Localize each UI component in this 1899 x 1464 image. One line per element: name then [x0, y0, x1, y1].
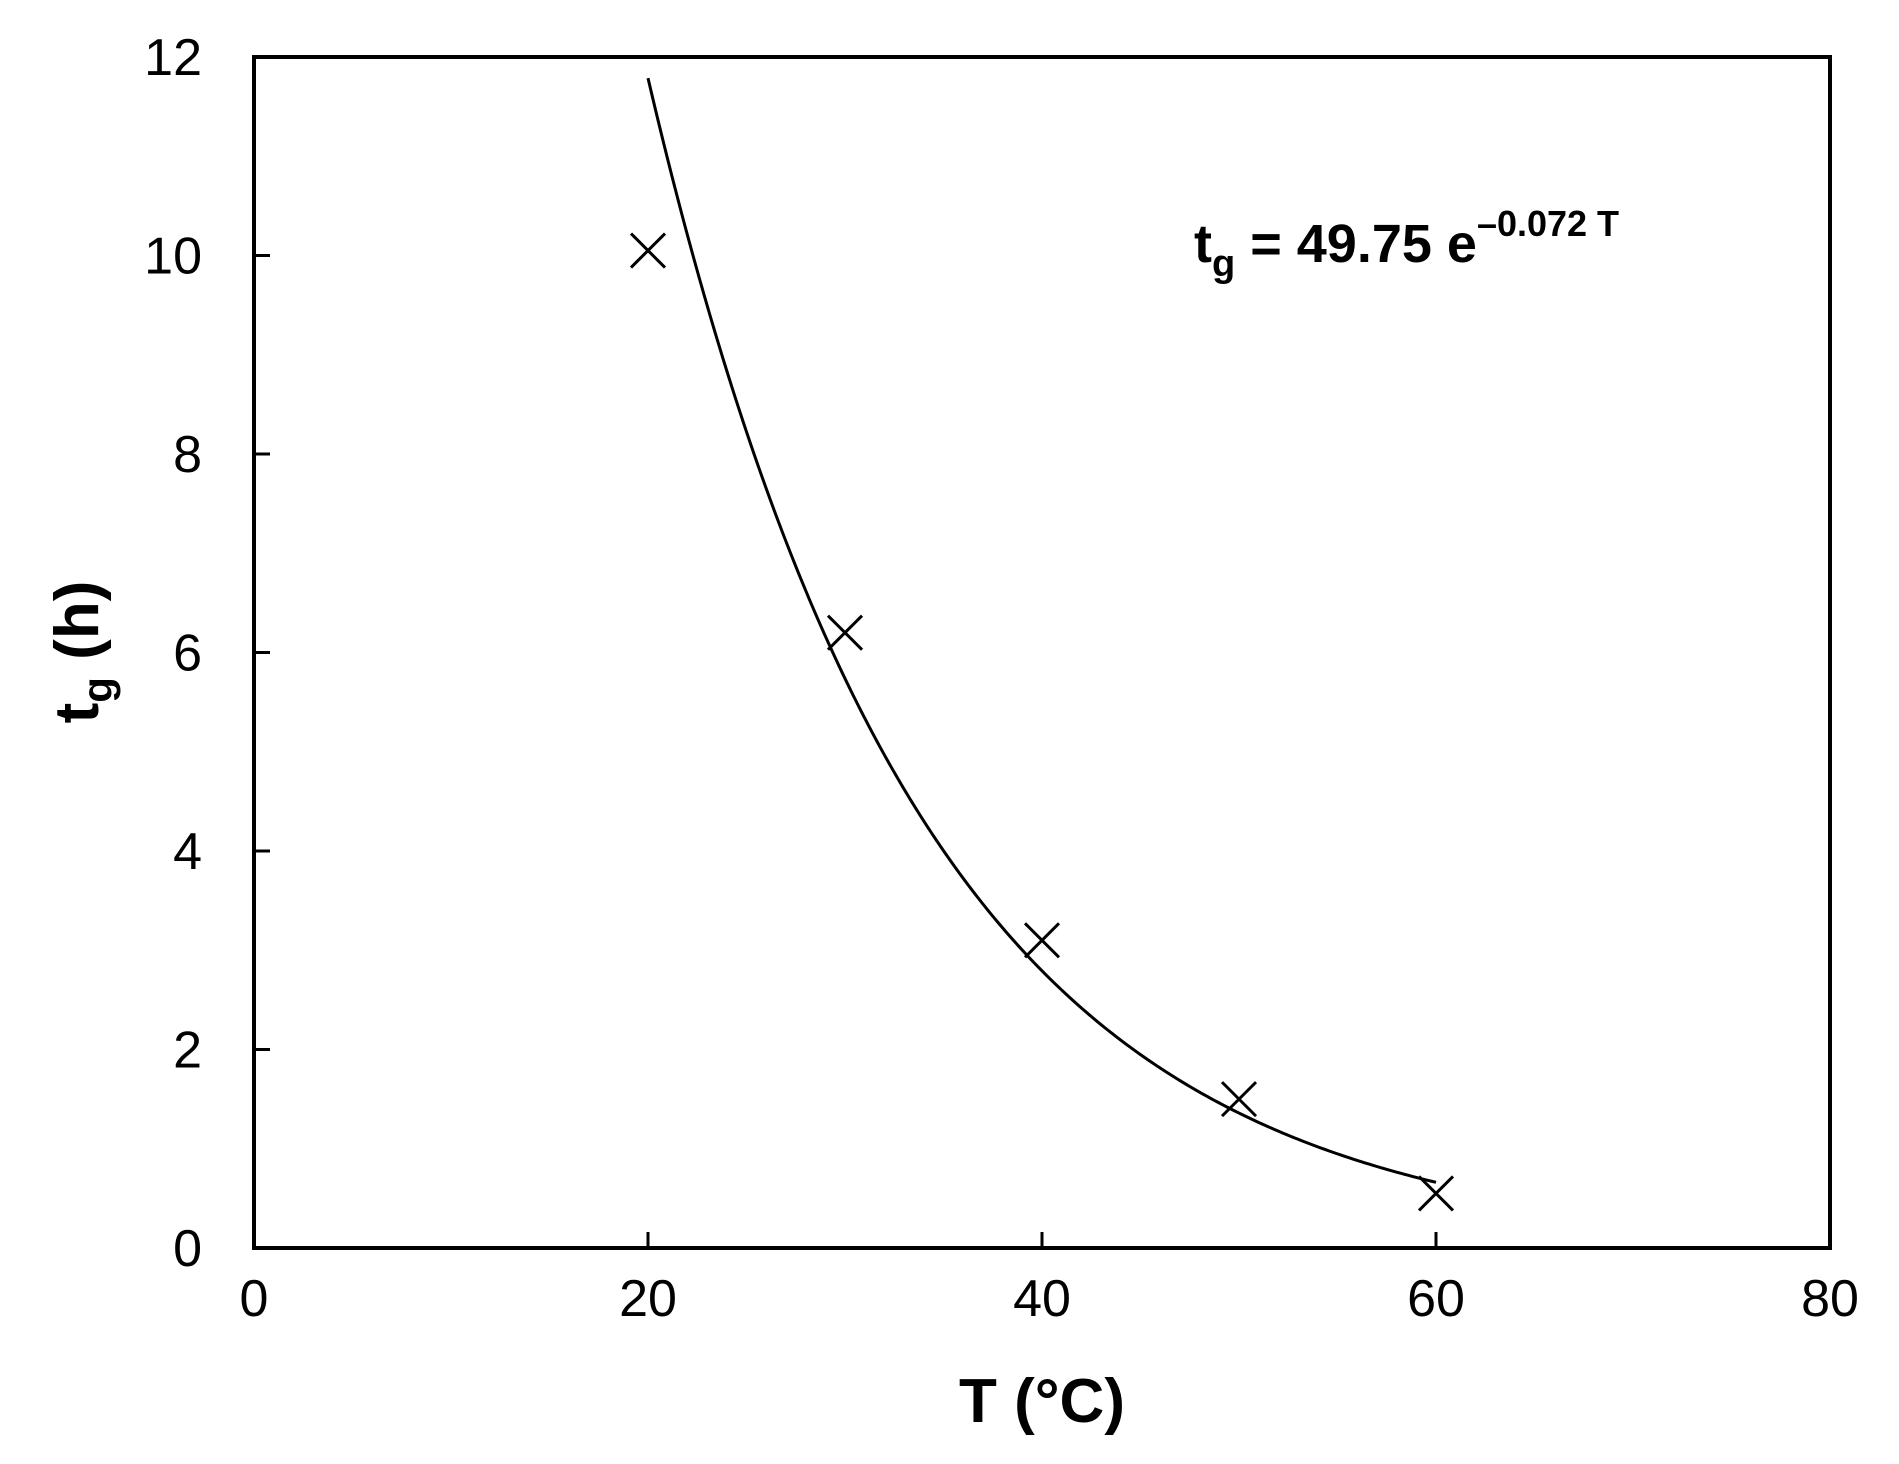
y-axis-title-sub: g [74, 677, 121, 703]
fit-equation-exp: –0.072 T [1477, 203, 1619, 244]
x-tick-label-4: 80 [1801, 1270, 1859, 1328]
fit-equation-t: t [1194, 214, 1212, 274]
y-tick-label-2: 4 [173, 823, 202, 881]
y-tick-label-3: 6 [173, 625, 202, 683]
fit-equation-main: = 49.75 e [1250, 214, 1477, 274]
y-tick-label-4: 8 [173, 426, 202, 484]
data-point-1 [826, 614, 864, 651]
fit-curve [646, 77, 1437, 1184]
data-point-0 [629, 232, 667, 269]
axis-tick-labels: 0 20 40 60 80 0 2 4 6 8 10 12 [144, 29, 1859, 1328]
y-axis-title-main: t [43, 703, 112, 724]
data-point-3 [1220, 1081, 1258, 1118]
fit-layer [646, 77, 1437, 1184]
data-point-4 [1417, 1175, 1455, 1212]
points-layer [629, 232, 1455, 1212]
y-tick-label-5: 10 [144, 228, 202, 286]
x-tick-label-1: 20 [619, 1270, 677, 1328]
fit-equation: tg = 49.75 e–0.072 T [1194, 203, 1619, 285]
data-point-2 [1023, 922, 1061, 959]
y-tick-label-0: 0 [173, 1220, 202, 1278]
x-tick-label-0: 0 [240, 1270, 269, 1328]
axis-ticks [252, 55, 1832, 1250]
x-axis-title: T (°C) [959, 1367, 1125, 1436]
x-tick-label-2: 40 [1013, 1270, 1071, 1328]
y-axis-title: tg (h) [43, 581, 121, 724]
y-axis-title-unit: (h) [43, 581, 112, 660]
fit-equation-sub: g [1212, 243, 1235, 285]
x-tick-label-3: 60 [1407, 1270, 1465, 1328]
y-tick-label-1: 2 [173, 1022, 202, 1080]
y-tick-label-6: 12 [144, 29, 202, 87]
